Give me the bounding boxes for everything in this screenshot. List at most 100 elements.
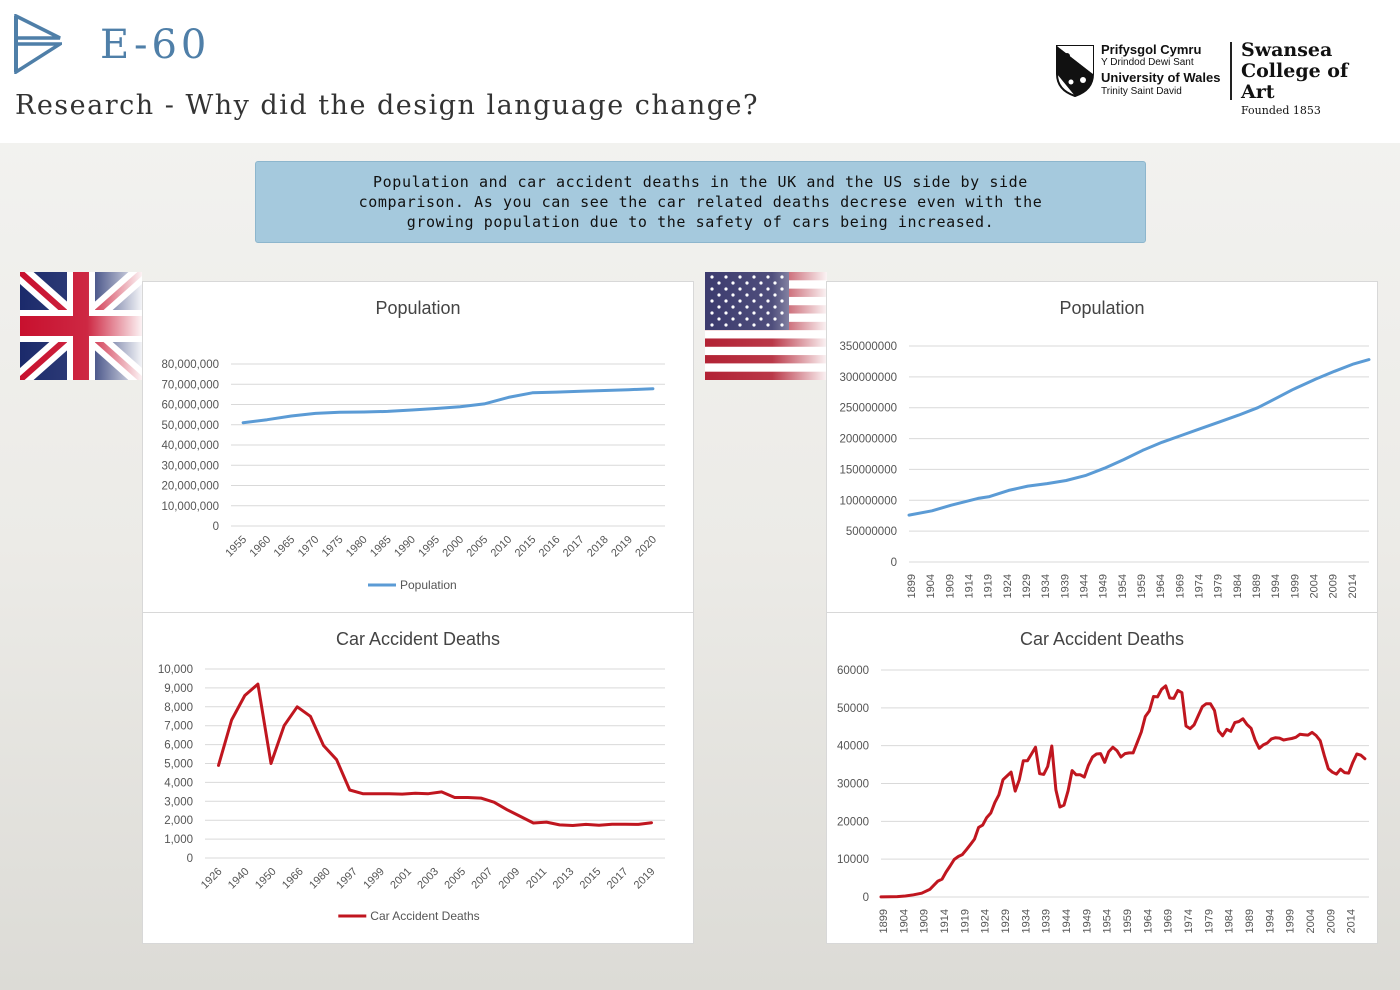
x-tick-label: 1980 <box>307 866 333 892</box>
x-tick-label: 1940 <box>226 866 252 892</box>
y-tick-label: 350000000 <box>839 341 897 353</box>
y-tick-label: 20,000,000 <box>161 481 219 493</box>
y-tick-label: 0 <box>213 521 219 533</box>
x-tick-label: 1969 <box>1163 909 1175 933</box>
series-line <box>907 358 1371 517</box>
uk-population-chart: Population 0 10,000,000 20,000,000 30,000,00… <box>142 281 694 613</box>
description-banner: Population and car accident deaths in th… <box>255 161 1146 243</box>
x-tick-label: 1919 <box>959 909 971 933</box>
x-tick-label: 2017 <box>561 534 587 560</box>
x-tick-label: 1939 <box>1041 909 1053 933</box>
x-tick-label: 2018 <box>585 534 611 560</box>
x-tick-label: 1975 <box>320 534 346 560</box>
x-tick-label: 1974 <box>1183 909 1195 933</box>
x-tick-label: 2020 <box>633 534 659 560</box>
y-tick-label: 5,000 <box>164 759 193 771</box>
y-tick-label: 10,000,000 <box>161 501 219 513</box>
x-tick-label: 1954 <box>1117 574 1129 598</box>
y-tick-label: 70,000,000 <box>161 379 219 391</box>
x-tick-label: 1924 <box>980 909 992 933</box>
y-tick-label: 7,000 <box>164 721 193 733</box>
y-tick-label: 10,000 <box>158 664 193 676</box>
x-tick-label: 2015 <box>578 866 604 892</box>
uk-flag-icon <box>20 272 142 380</box>
y-tick-label: 50,000,000 <box>161 420 219 432</box>
x-tick-label: 1966 <box>280 866 306 892</box>
y-tick-label: 0 <box>891 557 897 569</box>
x-tick-label: 1999 <box>361 866 387 892</box>
x-tick-label: 1934 <box>1040 574 1052 598</box>
y-tick-label: 200000000 <box>839 434 897 446</box>
x-tick-label: 2001 <box>388 866 414 892</box>
y-tick-label: 9,000 <box>164 683 193 695</box>
x-tick-label: 1950 <box>253 866 279 892</box>
y-tick-label: 60,000,000 <box>161 400 219 412</box>
header: E-60 Research - Why did the design langu… <box>0 0 1400 143</box>
uk-deaths-chart: Car Accident Deaths 0 1,000 2,000 3,000 4,000… <box>142 612 694 944</box>
y-tick-label: 30,000,000 <box>161 460 219 472</box>
y-tick-label: 60000 <box>837 665 869 677</box>
college-name: Swansea College of Art Founded 1853 <box>1241 39 1349 118</box>
x-tick-label: 1995 <box>416 534 442 560</box>
x-tick-label: 1989 <box>1251 574 1263 598</box>
university-name: Prifysgol Cymru Y Drindod Dewi Sant Univ… <box>1101 42 1221 97</box>
project-code: E-60 <box>100 22 211 68</box>
x-tick-label: 2000 <box>440 534 466 560</box>
y-tick-label: 8,000 <box>164 702 193 714</box>
y-tick-label: 0 <box>187 853 193 865</box>
x-tick-label: 2004 <box>1308 574 1320 598</box>
x-tick-label: 1899 <box>878 909 890 933</box>
x-tick-label: 1984 <box>1224 909 1236 933</box>
y-tick-label: 80,000,000 <box>161 359 219 371</box>
chart-title: Population <box>375 298 460 318</box>
x-tick-label: 1994 <box>1270 574 1282 598</box>
y-tick-label: 300000000 <box>839 372 897 384</box>
x-tick-label: 1974 <box>1193 574 1205 598</box>
x-tick-label: 2016 <box>537 534 563 560</box>
x-tick-label: 1949 <box>1098 574 1110 598</box>
y-tick-label: 30000 <box>837 779 869 791</box>
x-tick-label: 2015 <box>513 534 539 560</box>
x-tick-label: 1944 <box>1061 909 1073 933</box>
x-tick-label: 2014 <box>1347 574 1359 598</box>
y-tick-label: 40,000,000 <box>161 440 219 452</box>
x-tick-label: 1949 <box>1081 909 1093 933</box>
x-tick-label: 1985 <box>368 534 394 560</box>
chart-title: Car Accident Deaths <box>336 629 500 649</box>
x-tick-label: 1939 <box>1059 574 1071 598</box>
x-tick-label: 1979 <box>1203 909 1215 933</box>
logo-divider <box>1230 42 1232 100</box>
y-tick-label: 100000000 <box>839 495 897 507</box>
x-tick-label: 1954 <box>1102 909 1114 933</box>
x-tick-label: 1955 <box>223 534 249 560</box>
x-tick-label: 2005 <box>442 866 468 892</box>
crest-icon <box>1056 45 1094 98</box>
x-tick-label: 1914 <box>939 909 951 933</box>
x-tick-label: 2009 <box>496 866 522 892</box>
y-tick-label: 150000000 <box>839 464 897 476</box>
series-line <box>241 387 655 425</box>
page-title: Research - Why did the design language c… <box>15 90 759 121</box>
x-tick-label: 2010 <box>489 534 515 560</box>
x-tick-label: 1994 <box>1264 909 1276 933</box>
y-tick-label: 40000 <box>837 741 869 753</box>
x-tick-label: 1929 <box>1000 909 1012 933</box>
x-tick-label: 2017 <box>605 866 631 892</box>
x-tick-label: 2009 <box>1328 574 1340 598</box>
x-tick-label: 2005 <box>464 534 490 560</box>
chart-title: Population <box>1059 298 1144 318</box>
y-tick-label: 0 <box>863 892 869 904</box>
y-tick-label: 4,000 <box>164 777 193 789</box>
x-tick-label: 1909 <box>919 909 931 933</box>
y-tick-label: 10000 <box>837 854 869 866</box>
x-tick-label: 2019 <box>632 866 658 892</box>
x-tick-label: 1934 <box>1020 909 1032 933</box>
x-tick-label: 1904 <box>898 909 910 933</box>
y-tick-label: 1,000 <box>164 834 193 846</box>
x-tick-label: 1970 <box>296 534 322 560</box>
series-line <box>879 684 1367 899</box>
x-tick-label: 2013 <box>551 866 577 892</box>
x-tick-label: 2003 <box>415 866 441 892</box>
y-tick-label: 50000000 <box>846 526 897 538</box>
y-tick-label: 2,000 <box>164 815 193 827</box>
